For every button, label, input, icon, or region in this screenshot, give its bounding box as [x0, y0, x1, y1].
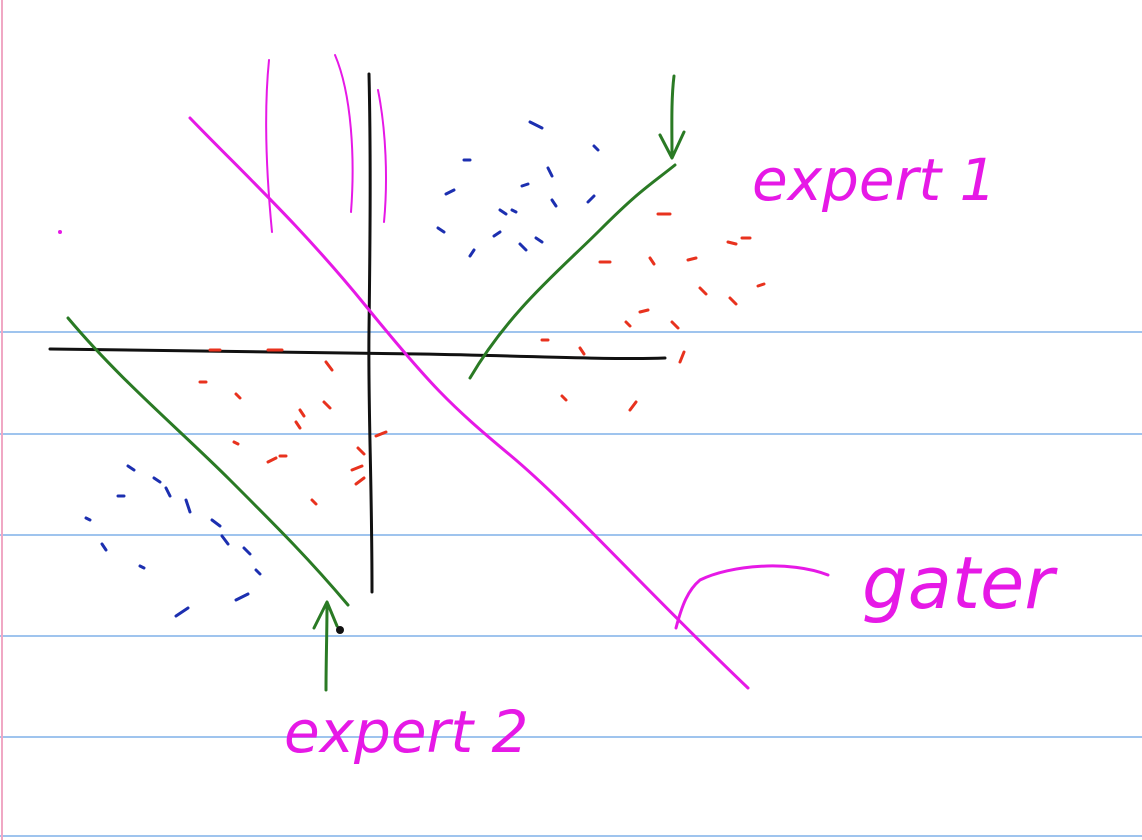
blue-point [84, 516, 92, 522]
gater-line [188, 116, 750, 690]
y-axis [367, 72, 374, 594]
red-point [234, 392, 242, 400]
blue-point [468, 248, 476, 258]
red-point [266, 456, 278, 464]
red-point [670, 320, 680, 330]
red-point [628, 400, 638, 412]
expert2-arrow-head [312, 600, 339, 630]
red-point [678, 350, 686, 364]
red-point [354, 476, 366, 486]
red-point [698, 286, 708, 296]
blue-point [184, 498, 192, 514]
x-axis [48, 347, 667, 361]
blue-point [444, 188, 456, 196]
stray-dot [58, 230, 62, 234]
expert2-line [66, 316, 350, 607]
red-point [648, 256, 656, 266]
blue-point [152, 476, 162, 484]
blue-point [592, 144, 600, 152]
blue-point [174, 606, 190, 618]
red-class-points [198, 212, 766, 506]
gater-stroke [265, 59, 273, 233]
red-point [638, 308, 650, 314]
blue-point [234, 592, 250, 602]
gater-pointer-arrow [674, 564, 830, 630]
red-point [294, 420, 302, 430]
blue-point [510, 208, 518, 214]
axes [48, 72, 667, 594]
red-point [728, 296, 738, 306]
blue-point [436, 226, 446, 234]
label-expert1: expert 1 [752, 146, 996, 214]
red-point [624, 320, 632, 328]
blue-point [528, 120, 544, 130]
red-point [560, 394, 568, 402]
blue-point [586, 194, 596, 204]
blue-point [518, 242, 528, 252]
blue-point [126, 464, 136, 472]
red-point [356, 446, 366, 456]
red-point [298, 408, 306, 418]
red-point [322, 400, 332, 410]
blue-point [164, 486, 172, 498]
blue-point [220, 534, 230, 546]
blue-point [550, 198, 558, 208]
expert-strokes [66, 74, 686, 692]
blue-point [546, 166, 554, 178]
blue-class-points [84, 120, 600, 618]
gater-stroke [377, 89, 387, 223]
red-point [350, 464, 364, 472]
red-point [310, 498, 318, 506]
blue-point [492, 230, 502, 238]
blue-point [254, 568, 262, 576]
expert1-arrow-shaft [670, 74, 676, 158]
red-point [756, 282, 766, 288]
expert2-arrow-shaft [324, 601, 329, 692]
ink-blot [336, 626, 344, 634]
blue-point [138, 564, 146, 570]
blue-point [100, 542, 108, 552]
blue-point [498, 208, 508, 216]
gater-stroke [334, 54, 354, 213]
red-point [726, 240, 738, 246]
expert1-line [468, 163, 677, 380]
red-point [324, 360, 334, 372]
blue-point [242, 546, 252, 556]
blue-point [534, 236, 544, 244]
gater-strokes [58, 54, 830, 690]
label-expert2: expert 2 [284, 698, 528, 766]
red-point [686, 256, 698, 262]
red-point [374, 430, 388, 438]
expert1-arrow-head [658, 130, 686, 160]
label-gater: gater [862, 541, 1058, 625]
blue-point [520, 182, 530, 188]
blue-point [210, 518, 222, 528]
red-point [578, 346, 586, 356]
red-point [232, 440, 240, 446]
